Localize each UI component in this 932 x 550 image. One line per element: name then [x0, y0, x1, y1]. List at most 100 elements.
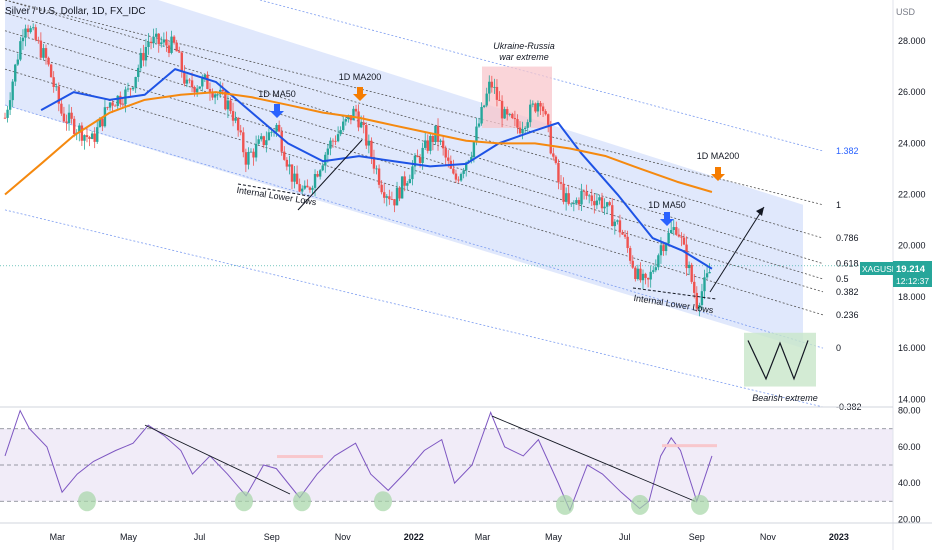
candle-body [680, 236, 683, 238]
candle-body [344, 119, 347, 122]
candle-body [485, 93, 488, 106]
candle-body [367, 140, 371, 146]
candle-body [513, 118, 517, 120]
candle-body [408, 179, 412, 184]
candle-body [388, 196, 391, 200]
candle-body [288, 164, 291, 167]
candle-body [539, 102, 542, 107]
candle-body [475, 126, 478, 142]
price-tick: 28.000 [898, 36, 926, 46]
candle-body [693, 281, 696, 293]
ma-line-200 [4, 91, 713, 196]
time-tick[interactable]: 2023 [829, 532, 849, 542]
candle-body [590, 195, 593, 202]
candle-body [318, 170, 322, 177]
time-tick[interactable]: Nov [760, 532, 777, 542]
candle-body [37, 39, 40, 41]
candle-body [129, 88, 132, 90]
candle-body [111, 102, 114, 106]
candle-body [293, 173, 296, 182]
candle-body [26, 28, 30, 33]
candle-body [383, 192, 386, 198]
time-tick[interactable]: May [120, 532, 138, 542]
candle-body [459, 173, 463, 181]
candle-body [508, 113, 511, 115]
rsi-resistance-1 [277, 455, 323, 459]
candle-body [631, 260, 634, 268]
time-axis-ticks[interactable]: Mar May Jul Sep Nov 2022 Mar May Jul Sep Nov 2023 [50, 532, 849, 542]
bearish-extreme-label: Bearish extreme [752, 393, 818, 403]
candle-body [267, 132, 271, 141]
time-tick[interactable]: May [545, 532, 563, 542]
ma200-arrow-2022 [711, 167, 725, 181]
time-tick[interactable]: Jul [194, 532, 206, 542]
rsi-oversold-marker [556, 494, 574, 515]
candle-body [14, 64, 17, 82]
candle-body [682, 237, 686, 245]
rsi-oversold-marker [374, 491, 392, 512]
candle-body [121, 103, 125, 105]
candle-body [277, 124, 281, 132]
time-tick[interactable]: Sep [689, 532, 705, 542]
candle-body [605, 202, 609, 207]
candle-body [480, 107, 483, 124]
candle-body [559, 182, 563, 184]
candle-body [229, 100, 232, 112]
price-badge-value: 19.214 [896, 264, 926, 275]
time-tick[interactable]: 2022 [404, 532, 424, 542]
candle-body [685, 244, 688, 269]
candle-body [441, 140, 445, 149]
candle-body [339, 130, 342, 135]
candle-body [657, 255, 660, 268]
candle-body [231, 111, 235, 121]
bearish-extreme-zone [744, 332, 816, 387]
candle-body [106, 107, 109, 109]
ma50-label-2021: 1D MA50 [258, 89, 296, 99]
candle-body [16, 59, 20, 65]
candle-body [700, 291, 704, 306]
time-tick[interactable]: Nov [335, 532, 352, 542]
time-tick[interactable]: Jul [619, 532, 631, 542]
rsi-oversold-marker [631, 494, 649, 515]
candle-body [280, 131, 283, 152]
trend-line-2021 [297, 139, 363, 211]
candle-body [260, 136, 263, 140]
candle-body [44, 48, 48, 58]
candle-body [677, 234, 681, 237]
candle-body [444, 148, 447, 158]
candle-body [98, 118, 102, 128]
candle-body [636, 268, 640, 280]
candle-body [521, 129, 524, 134]
candle-body [511, 113, 514, 119]
candle-body [301, 188, 304, 192]
candle-body [429, 135, 432, 151]
candle-body [518, 127, 522, 134]
time-tick[interactable]: Sep [264, 532, 280, 542]
fib-label: 0.618 [836, 259, 859, 269]
candle-body [377, 168, 381, 185]
candle-body [418, 157, 422, 163]
candle-body [705, 273, 709, 278]
candle-body [400, 176, 404, 199]
ma200-arrow-2021 [353, 87, 367, 101]
candle-body [331, 140, 335, 142]
candle-body [618, 220, 622, 233]
candle-body [265, 140, 268, 146]
moving-averages-layer [0, 68, 893, 270]
candle-body [236, 118, 240, 131]
candle-body [65, 121, 68, 124]
candle-body [334, 140, 337, 142]
candle-body [598, 197, 601, 201]
rsi-tick: 80.00 [898, 406, 921, 416]
price-badge-countdown: 12:12:37 [896, 276, 929, 286]
candle-body [675, 227, 678, 235]
price-tick: 26.000 [898, 87, 926, 97]
candle-body [29, 28, 32, 33]
price-axis-ticks: 28.000 26.000 24.000 22.000 20.000 18.000 16.0… [898, 36, 926, 404]
time-tick[interactable]: Mar [50, 532, 66, 542]
candle-body [672, 227, 675, 231]
candle-body [639, 268, 642, 281]
time-tick[interactable]: Mar [475, 532, 491, 542]
candle-body [500, 100, 504, 119]
